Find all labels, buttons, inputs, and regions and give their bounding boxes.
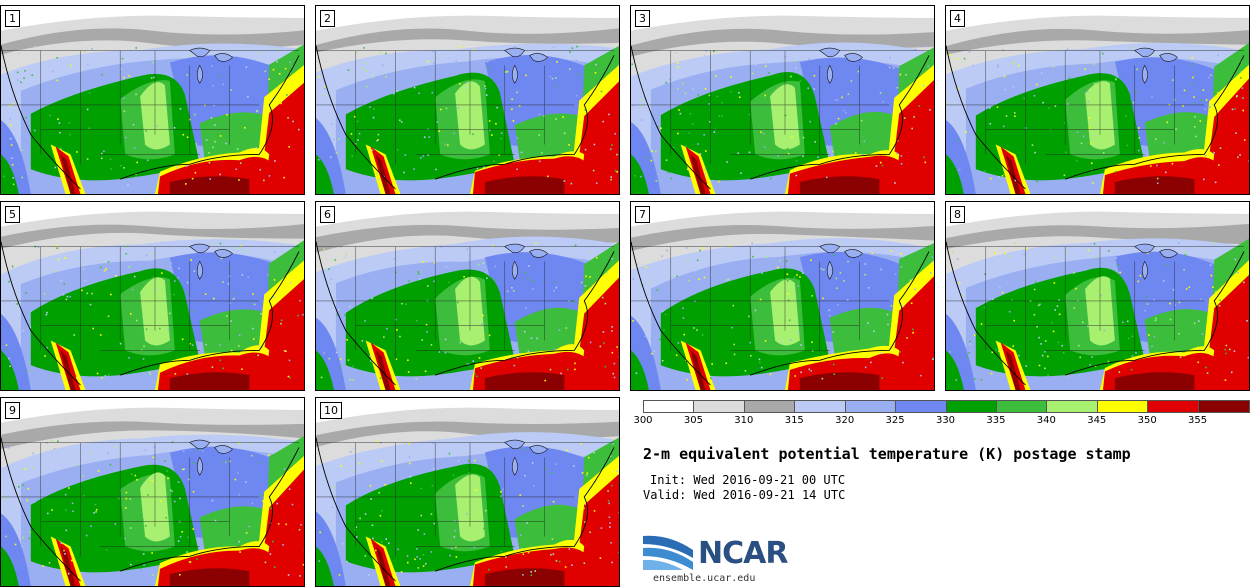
- colorbar-swatch: [743, 400, 797, 413]
- panel-number: 2: [320, 10, 335, 27]
- colorbar-swatch: [844, 400, 898, 413]
- member-panel-1: 1: [0, 5, 305, 195]
- colorbar-swatch: [794, 400, 848, 413]
- panel-number: 4: [950, 10, 965, 27]
- logo-wordmark: NCAR: [698, 536, 788, 571]
- theta-e-map: [631, 6, 934, 194]
- colorbar-tick-label: 310: [734, 415, 754, 426]
- panel-number: 7: [635, 206, 650, 223]
- panel-number: 1: [5, 10, 20, 27]
- theta-e-map: [1, 6, 304, 194]
- colorbar-tick-label: 340: [1036, 415, 1056, 426]
- panel-number: 8: [950, 206, 965, 223]
- member-panel-4: 4: [945, 5, 1250, 195]
- theta-e-map: [316, 6, 619, 194]
- colorbar-tick-label: 320: [835, 415, 855, 426]
- theta-e-map: [316, 398, 619, 586]
- panel-number: 6: [320, 206, 335, 223]
- ncar-logo: NCAR ensemble.ucar.edu: [643, 530, 803, 588]
- member-panel-3: 3: [630, 5, 935, 195]
- colorbar-swatch: [643, 400, 696, 413]
- colorbar-tick-label: 335: [986, 415, 1006, 426]
- member-panel-6: 6: [315, 201, 620, 391]
- colorbar-swatch: [693, 400, 747, 413]
- panel-number: 9: [5, 402, 20, 419]
- panel-number: 10: [320, 402, 342, 419]
- theta-e-map: [946, 202, 1249, 390]
- colorbar-legend: 300 305 310 315 320 325 330 335 340 345 350 355: [633, 400, 1251, 428]
- theta-e-map: [316, 202, 619, 390]
- ncar-swoosh-icon: [643, 535, 693, 570]
- colorbar-tick-label: 325: [885, 415, 905, 426]
- colorbar-tick-label: 330: [935, 415, 956, 426]
- colorbar-tick-label: 305: [683, 415, 703, 426]
- colorbar-tick-label: 350: [1137, 415, 1157, 426]
- theta-e-map: [1, 202, 304, 390]
- colorbar-tick-label: 345: [1087, 415, 1107, 426]
- theta-e-map: [631, 202, 934, 390]
- member-panel-9: 9: [0, 397, 305, 587]
- init-time: Init: Wed 2016-09-21 00 UTC: [650, 473, 846, 487]
- colorbar-tick-label: 300: [633, 415, 653, 426]
- member-panel-7: 7: [630, 201, 935, 391]
- member-panel-2: 2: [315, 5, 620, 195]
- panel-number: 3: [635, 10, 650, 27]
- member-panel-10: 10: [315, 397, 620, 587]
- valid-time: Valid: Wed 2016-09-21 14 UTC: [643, 488, 846, 502]
- member-panel-5: 5: [0, 201, 305, 391]
- theta-e-map: [1, 398, 304, 586]
- colorbar-swatch: [945, 400, 999, 413]
- theta-e-map: [946, 6, 1249, 194]
- colorbar-swatch: [1096, 400, 1150, 413]
- colorbar-swatch: [1197, 400, 1251, 413]
- colorbar-swatch: [895, 400, 948, 413]
- map-title: 2-m equivalent potential temperature (K)…: [643, 445, 1131, 463]
- logo-url: ensemble.ucar.edu: [653, 573, 756, 584]
- colorbar-swatch: [995, 400, 1049, 413]
- colorbar-tick-label: 315: [784, 415, 804, 426]
- member-panel-8: 8: [945, 201, 1250, 391]
- panel-number: 5: [5, 206, 20, 223]
- colorbar-swatch: [1046, 400, 1100, 413]
- colorbar-swatch: [1147, 400, 1201, 413]
- colorbar-tick-label: 355: [1188, 415, 1208, 426]
